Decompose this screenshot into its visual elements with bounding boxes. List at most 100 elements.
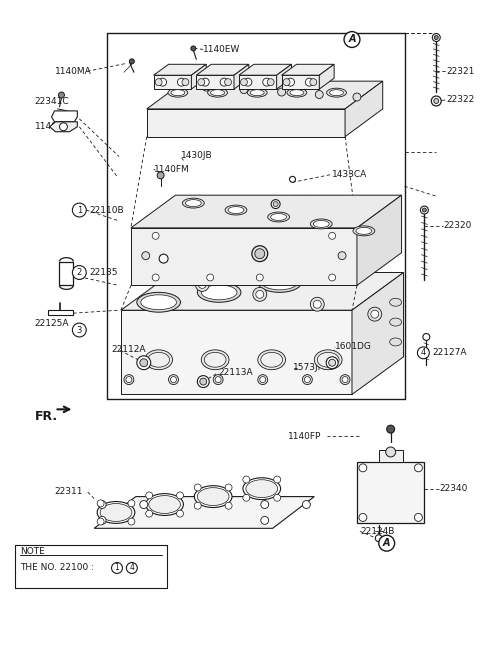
Text: 1430JK: 1430JK	[292, 195, 324, 203]
Circle shape	[177, 510, 183, 517]
Circle shape	[111, 563, 122, 573]
Polygon shape	[352, 273, 404, 394]
Circle shape	[353, 93, 361, 101]
Ellipse shape	[271, 213, 287, 221]
Ellipse shape	[247, 88, 267, 97]
Circle shape	[423, 333, 430, 340]
Ellipse shape	[314, 350, 342, 370]
Circle shape	[197, 376, 209, 388]
Ellipse shape	[137, 293, 180, 312]
Ellipse shape	[148, 352, 169, 367]
Polygon shape	[239, 75, 276, 89]
Text: 1140MA: 1140MA	[55, 66, 91, 76]
Circle shape	[253, 287, 267, 301]
Text: 4: 4	[421, 348, 426, 357]
Text: THE NO. 22100 :: THE NO. 22100 :	[20, 563, 96, 573]
Bar	[379, 450, 403, 462]
Polygon shape	[131, 228, 357, 285]
Circle shape	[137, 356, 151, 370]
Ellipse shape	[141, 295, 177, 310]
Text: 1573JM: 1573JM	[292, 363, 326, 372]
Ellipse shape	[171, 90, 185, 96]
Circle shape	[243, 476, 250, 483]
Polygon shape	[154, 75, 192, 89]
Ellipse shape	[145, 350, 172, 370]
Circle shape	[97, 500, 104, 507]
Circle shape	[274, 494, 281, 501]
Circle shape	[252, 246, 268, 261]
Circle shape	[379, 535, 395, 551]
Ellipse shape	[201, 285, 237, 300]
Ellipse shape	[390, 318, 402, 326]
Text: 22135: 22135	[89, 268, 118, 277]
Circle shape	[302, 374, 312, 384]
Ellipse shape	[310, 78, 317, 86]
Ellipse shape	[313, 221, 329, 227]
Polygon shape	[49, 122, 77, 132]
Circle shape	[305, 78, 313, 86]
Circle shape	[261, 501, 269, 509]
Ellipse shape	[261, 352, 283, 367]
Circle shape	[387, 425, 395, 433]
Circle shape	[130, 59, 134, 64]
Text: 22125A: 22125A	[35, 319, 69, 328]
Circle shape	[371, 310, 379, 318]
Text: 22113A: 22113A	[218, 368, 253, 377]
Circle shape	[157, 172, 164, 179]
Circle shape	[304, 376, 311, 382]
Text: ~: ~	[124, 563, 131, 573]
Ellipse shape	[246, 479, 277, 497]
Text: 1433CA: 1433CA	[332, 170, 367, 179]
Text: 22320: 22320	[443, 221, 471, 230]
Polygon shape	[147, 81, 383, 109]
Ellipse shape	[258, 350, 286, 370]
Circle shape	[170, 376, 177, 382]
Bar	[357, 462, 424, 523]
Circle shape	[177, 492, 183, 499]
Text: 22124B: 22124B	[360, 527, 394, 536]
Ellipse shape	[326, 88, 347, 97]
Text: 22112A: 22112A	[111, 345, 145, 354]
Ellipse shape	[311, 219, 332, 229]
Polygon shape	[196, 75, 234, 89]
Ellipse shape	[330, 90, 344, 96]
Ellipse shape	[262, 275, 298, 290]
Polygon shape	[282, 65, 334, 75]
Ellipse shape	[197, 487, 229, 505]
Circle shape	[418, 347, 429, 359]
Circle shape	[159, 254, 168, 263]
Circle shape	[422, 208, 426, 212]
Ellipse shape	[155, 78, 162, 86]
Ellipse shape	[283, 78, 290, 86]
Circle shape	[60, 123, 67, 131]
Circle shape	[258, 374, 268, 384]
Polygon shape	[192, 65, 206, 89]
Circle shape	[202, 83, 210, 91]
Circle shape	[260, 376, 266, 382]
Ellipse shape	[208, 88, 228, 97]
Polygon shape	[357, 195, 402, 285]
Circle shape	[215, 376, 221, 382]
Ellipse shape	[185, 200, 201, 207]
Text: 1140HB: 1140HB	[35, 122, 71, 131]
Text: 3: 3	[77, 326, 82, 334]
Polygon shape	[196, 65, 249, 75]
Circle shape	[271, 200, 280, 209]
Text: 2: 2	[77, 268, 82, 277]
Polygon shape	[121, 273, 404, 310]
Ellipse shape	[204, 352, 226, 367]
Ellipse shape	[146, 493, 183, 515]
Ellipse shape	[243, 477, 281, 499]
Ellipse shape	[390, 338, 402, 346]
Circle shape	[198, 281, 206, 289]
Polygon shape	[276, 65, 291, 89]
Circle shape	[342, 376, 348, 382]
Polygon shape	[51, 111, 77, 122]
Ellipse shape	[198, 78, 205, 86]
Circle shape	[128, 518, 135, 525]
Text: NOTE: NOTE	[20, 547, 45, 556]
Text: 1140FM: 1140FM	[154, 165, 190, 174]
Circle shape	[368, 307, 382, 321]
Ellipse shape	[290, 90, 304, 96]
Text: 22341C: 22341C	[35, 98, 69, 106]
